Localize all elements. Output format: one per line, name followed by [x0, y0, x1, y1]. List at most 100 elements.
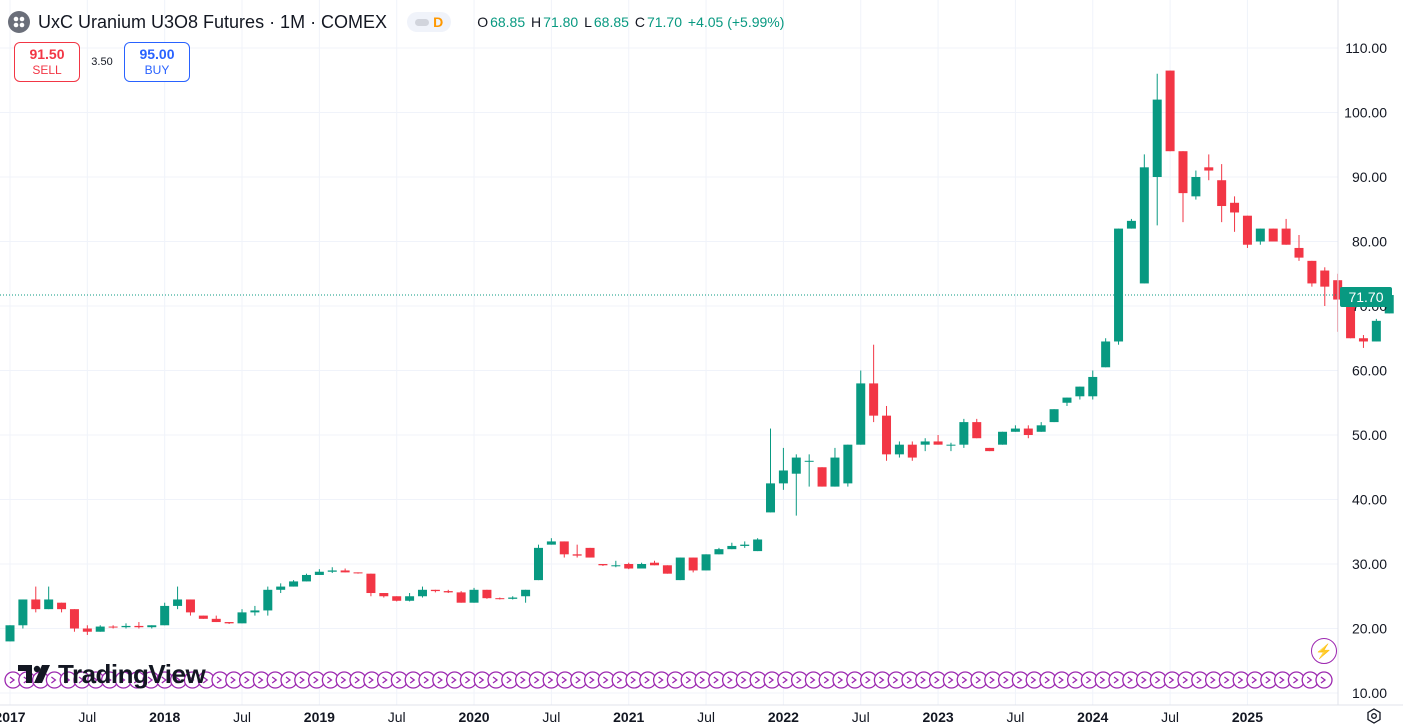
- market-status-badge[interactable]: D: [407, 12, 452, 32]
- candle-body: [353, 572, 363, 574]
- candle-up: [1101, 338, 1111, 368]
- candle-body: [95, 626, 105, 632]
- event-marker: [376, 671, 395, 689]
- candle-down: [559, 541, 569, 558]
- candle-body: [637, 564, 647, 569]
- candle-body: [1242, 215, 1252, 245]
- event-marker: [59, 671, 77, 689]
- candle-body: [907, 444, 917, 458]
- high-value: 71.80: [543, 14, 579, 30]
- candle-down: [482, 589, 492, 599]
- candle-body: [5, 625, 15, 642]
- candle-up: [1191, 170, 1201, 200]
- candle-up: [1036, 422, 1046, 432]
- event-marker: [846, 671, 864, 689]
- candle-body: [456, 592, 466, 603]
- candle-body: [972, 422, 982, 439]
- candle-body: [1371, 320, 1381, 342]
- candle-down: [495, 597, 505, 600]
- candle-down: [1204, 154, 1214, 181]
- candle-down: [353, 572, 363, 574]
- candle-up: [856, 370, 866, 445]
- candle-down: [57, 602, 67, 613]
- candle-body: [650, 562, 659, 566]
- candle-body: [778, 470, 788, 484]
- candle-up: [546, 538, 556, 545]
- candle-body: [714, 549, 724, 555]
- candle-body: [314, 571, 324, 575]
- candle-up: [327, 567, 337, 574]
- buy-button[interactable]: 95.00 BUY: [124, 42, 190, 82]
- buy-label: BUY: [144, 63, 170, 77]
- candle-body: [430, 589, 440, 592]
- y-tick-label: 10.00: [1352, 685, 1387, 701]
- close-label: C: [634, 14, 645, 30]
- candle-down: [985, 447, 995, 452]
- candle-up: [533, 544, 543, 581]
- candle-body: [1294, 247, 1304, 258]
- buy-price: 95.00: [139, 46, 175, 62]
- event-marker: [335, 671, 353, 689]
- candle-down: [1294, 235, 1304, 261]
- candle-body: [301, 574, 311, 582]
- tradingview-logo-icon: [18, 665, 50, 683]
- candle-down: [662, 565, 672, 574]
- x-tick-label: Jul: [233, 709, 251, 725]
- event-marker: [418, 671, 436, 689]
- event-marker: [570, 671, 588, 689]
- tradingview-logo[interactable]: TradingView: [18, 658, 206, 690]
- candle-body: [366, 573, 376, 594]
- x-tick-label: Jul: [78, 709, 96, 725]
- y-tick-label: 110.00: [1345, 40, 1387, 56]
- candle-body: [585, 547, 595, 558]
- y-tick-label: 40.00: [1352, 492, 1387, 508]
- event-marker: [321, 671, 340, 689]
- candle-body: [1088, 376, 1098, 397]
- event-marker: [349, 671, 367, 689]
- candle-body: [31, 599, 41, 610]
- candle-body: [1217, 180, 1227, 207]
- sell-button[interactable]: 91.50 SELL: [14, 42, 80, 82]
- candle-body: [1075, 386, 1085, 397]
- symbol-title[interactable]: UxC Uranium U3O8 Futures · 1M · COMEX: [38, 11, 388, 32]
- candle-body: [1101, 341, 1111, 368]
- candle-up: [18, 599, 28, 629]
- candle-body: [1204, 167, 1214, 171]
- candle-down: [82, 625, 92, 635]
- candle-up: [1088, 370, 1098, 400]
- candle-body: [198, 615, 208, 619]
- candle-up: [1139, 154, 1149, 284]
- candle-body: [495, 598, 505, 600]
- ohlc-values: O 68.85 H 71.80 L 68.85 C 71.70 +4.05 (+5.99…: [477, 14, 786, 30]
- settings-gear-icon[interactable]: [1364, 706, 1384, 726]
- candle-body: [1191, 177, 1201, 197]
- candle-down: [198, 615, 208, 619]
- lightning-icon[interactable]: ⚡: [1311, 638, 1337, 664]
- candle-up: [894, 441, 904, 458]
- candle-body: [263, 589, 273, 611]
- candle-body: [791, 457, 801, 474]
- candle-up: [714, 547, 724, 555]
- tradingview-logo-text: TradingView: [58, 658, 206, 689]
- candle-up: [5, 625, 15, 642]
- candle-body: [572, 554, 582, 556]
- x-tick-label: 2024: [1077, 709, 1108, 725]
- candle-body: [121, 625, 131, 628]
- time-axis: 2017 Jul 2018 Jul 2019 Jul 2020 Jul 2021 Jul 2022 J…: [0, 704, 1403, 725]
- candle-up: [998, 431, 1008, 445]
- symbol-icon[interactable]: [8, 11, 30, 33]
- event-marker: [114, 671, 133, 689]
- candle-up: [237, 609, 247, 624]
- candle-body: [1320, 270, 1330, 287]
- candle-up: [121, 623, 131, 629]
- candle-down: [69, 609, 79, 632]
- candle-up: [1114, 228, 1124, 345]
- candle-body: [804, 460, 814, 462]
- candle-body: [185, 599, 195, 613]
- candle-up: [843, 444, 853, 487]
- y-tick-label: 90.00: [1352, 169, 1387, 185]
- x-tick-label: Jul: [852, 709, 870, 725]
- candle-up: [289, 580, 299, 587]
- candle-down: [688, 557, 698, 573]
